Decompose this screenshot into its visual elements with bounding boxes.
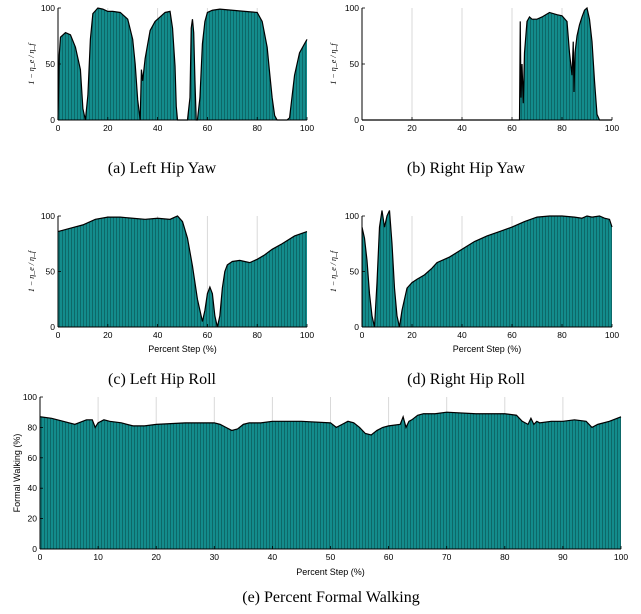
series-line (361, 210, 613, 328)
x-tick-label: 20 (407, 330, 417, 340)
y-tick-label: 0 (354, 115, 359, 125)
x-tick-label: 20 (407, 123, 417, 133)
x-axis-label: Percent Step (%) (148, 344, 217, 354)
y-axis-label: 1 − η_e / η_f (329, 249, 338, 292)
y-axis-label: 1 − η_e / η_f (329, 42, 338, 85)
y-tick-label: 20 (28, 514, 38, 524)
series-line (362, 6, 612, 121)
y-tick-label: 40 (28, 483, 38, 493)
x-tick-label: 100 (605, 123, 619, 133)
chart-panel-b: 0 20 40 60 80 100 0 50 100 1 − η_e / η_f (b) Right… (329, 3, 619, 177)
series-area (40, 412, 621, 549)
y-tick-label: 0 (354, 322, 359, 332)
y-tick-label: 50 (46, 267, 56, 277)
x-tick-label: 20 (103, 330, 113, 340)
y-tick-label: 100 (345, 3, 359, 13)
x-tick-label: 100 (300, 330, 314, 340)
chart-panel-e: 0 10 20 30 40 50 60 70 80 90 100 0 20 40 60 80 100 Percen… (12, 392, 628, 606)
x-tick-label: 60 (507, 330, 517, 340)
y-tick-label: 60 (28, 453, 38, 463)
x-tick-label: 0 (38, 552, 43, 562)
x-tick-label: 40 (268, 552, 278, 562)
x-tick-label: 60 (507, 123, 517, 133)
x-tick-label: 80 (500, 552, 510, 562)
x-tick-label: 80 (252, 123, 262, 133)
y-tick-label: 100 (41, 3, 55, 13)
y-axis-label: 1 − η_e / η_f (27, 42, 36, 85)
x-tick-label: 90 (558, 552, 568, 562)
x-tick-label: 0 (360, 330, 365, 340)
x-tick-label: 10 (93, 552, 103, 562)
panel-caption: (a) Left Hip Yaw (108, 160, 217, 177)
x-tick-label: 40 (153, 123, 163, 133)
y-tick-label: 100 (345, 211, 359, 221)
x-tick-label: 60 (384, 552, 394, 562)
panel-caption: (c) Left Hip Roll (108, 371, 217, 388)
x-tick-label: 80 (557, 123, 567, 133)
x-tick-label: 80 (557, 330, 567, 340)
y-tick-label: 50 (350, 59, 360, 69)
series-area (58, 8, 307, 120)
x-tick-label: 50 (326, 552, 336, 562)
chart-panel-a: 0 20 40 60 80 100 0 50 100 1 − η_e / η_f (a) Left … (27, 3, 314, 177)
chart-panel-c: 0 20 40 60 80 100 0 50 100 Percent Step (%) 1 − η_… (27, 211, 314, 388)
x-tick-label: 100 (300, 123, 314, 133)
x-tick-label: 40 (457, 330, 467, 340)
series-line (57, 7, 308, 121)
x-tick-label: 0 (360, 123, 365, 133)
x-tick-label: 20 (103, 123, 113, 133)
x-axis-label: Percent Step (%) (453, 344, 522, 354)
series-area (58, 216, 307, 327)
panel-caption: (e) Percent Formal Walking (242, 589, 419, 606)
y-tick-label: 0 (50, 115, 55, 125)
x-tick-label: 0 (56, 330, 61, 340)
y-tick-label: 0 (50, 322, 55, 332)
chart-panel-d: 0 20 40 60 80 100 0 50 100 Percent Step (%) 1 − η_… (329, 210, 619, 388)
y-tick-label: 50 (350, 267, 360, 277)
x-tick-label: 40 (457, 123, 467, 133)
series-line (39, 411, 622, 436)
y-axis-label: 1 − η_e / η_f (27, 249, 36, 292)
x-tick-label: 80 (252, 330, 262, 340)
x-tick-label: 0 (56, 123, 61, 133)
y-tick-label: 80 (28, 422, 38, 432)
x-tick-label: 60 (203, 330, 213, 340)
y-axis-label: Formal Walking (%) (12, 434, 22, 513)
x-tick-label: 30 (210, 552, 220, 562)
series-line (57, 215, 308, 328)
x-tick-label: 60 (203, 123, 213, 133)
x-tick-label: 100 (614, 552, 628, 562)
x-tick-label: 40 (153, 330, 163, 340)
x-axis-label: Percent Step (%) (296, 567, 365, 577)
y-tick-label: 0 (32, 544, 37, 554)
series-area (362, 210, 612, 327)
x-tick-label: 70 (442, 552, 452, 562)
y-tick-label: 100 (41, 211, 55, 221)
panel-caption: (d) Right Hip Roll (407, 371, 525, 388)
series-area (362, 8, 612, 120)
panel-caption: (b) Right Hip Yaw (407, 160, 526, 177)
y-tick-label: 50 (46, 59, 56, 69)
x-tick-label: 100 (605, 330, 619, 340)
x-tick-label: 20 (151, 552, 161, 562)
y-tick-label: 100 (23, 392, 37, 402)
